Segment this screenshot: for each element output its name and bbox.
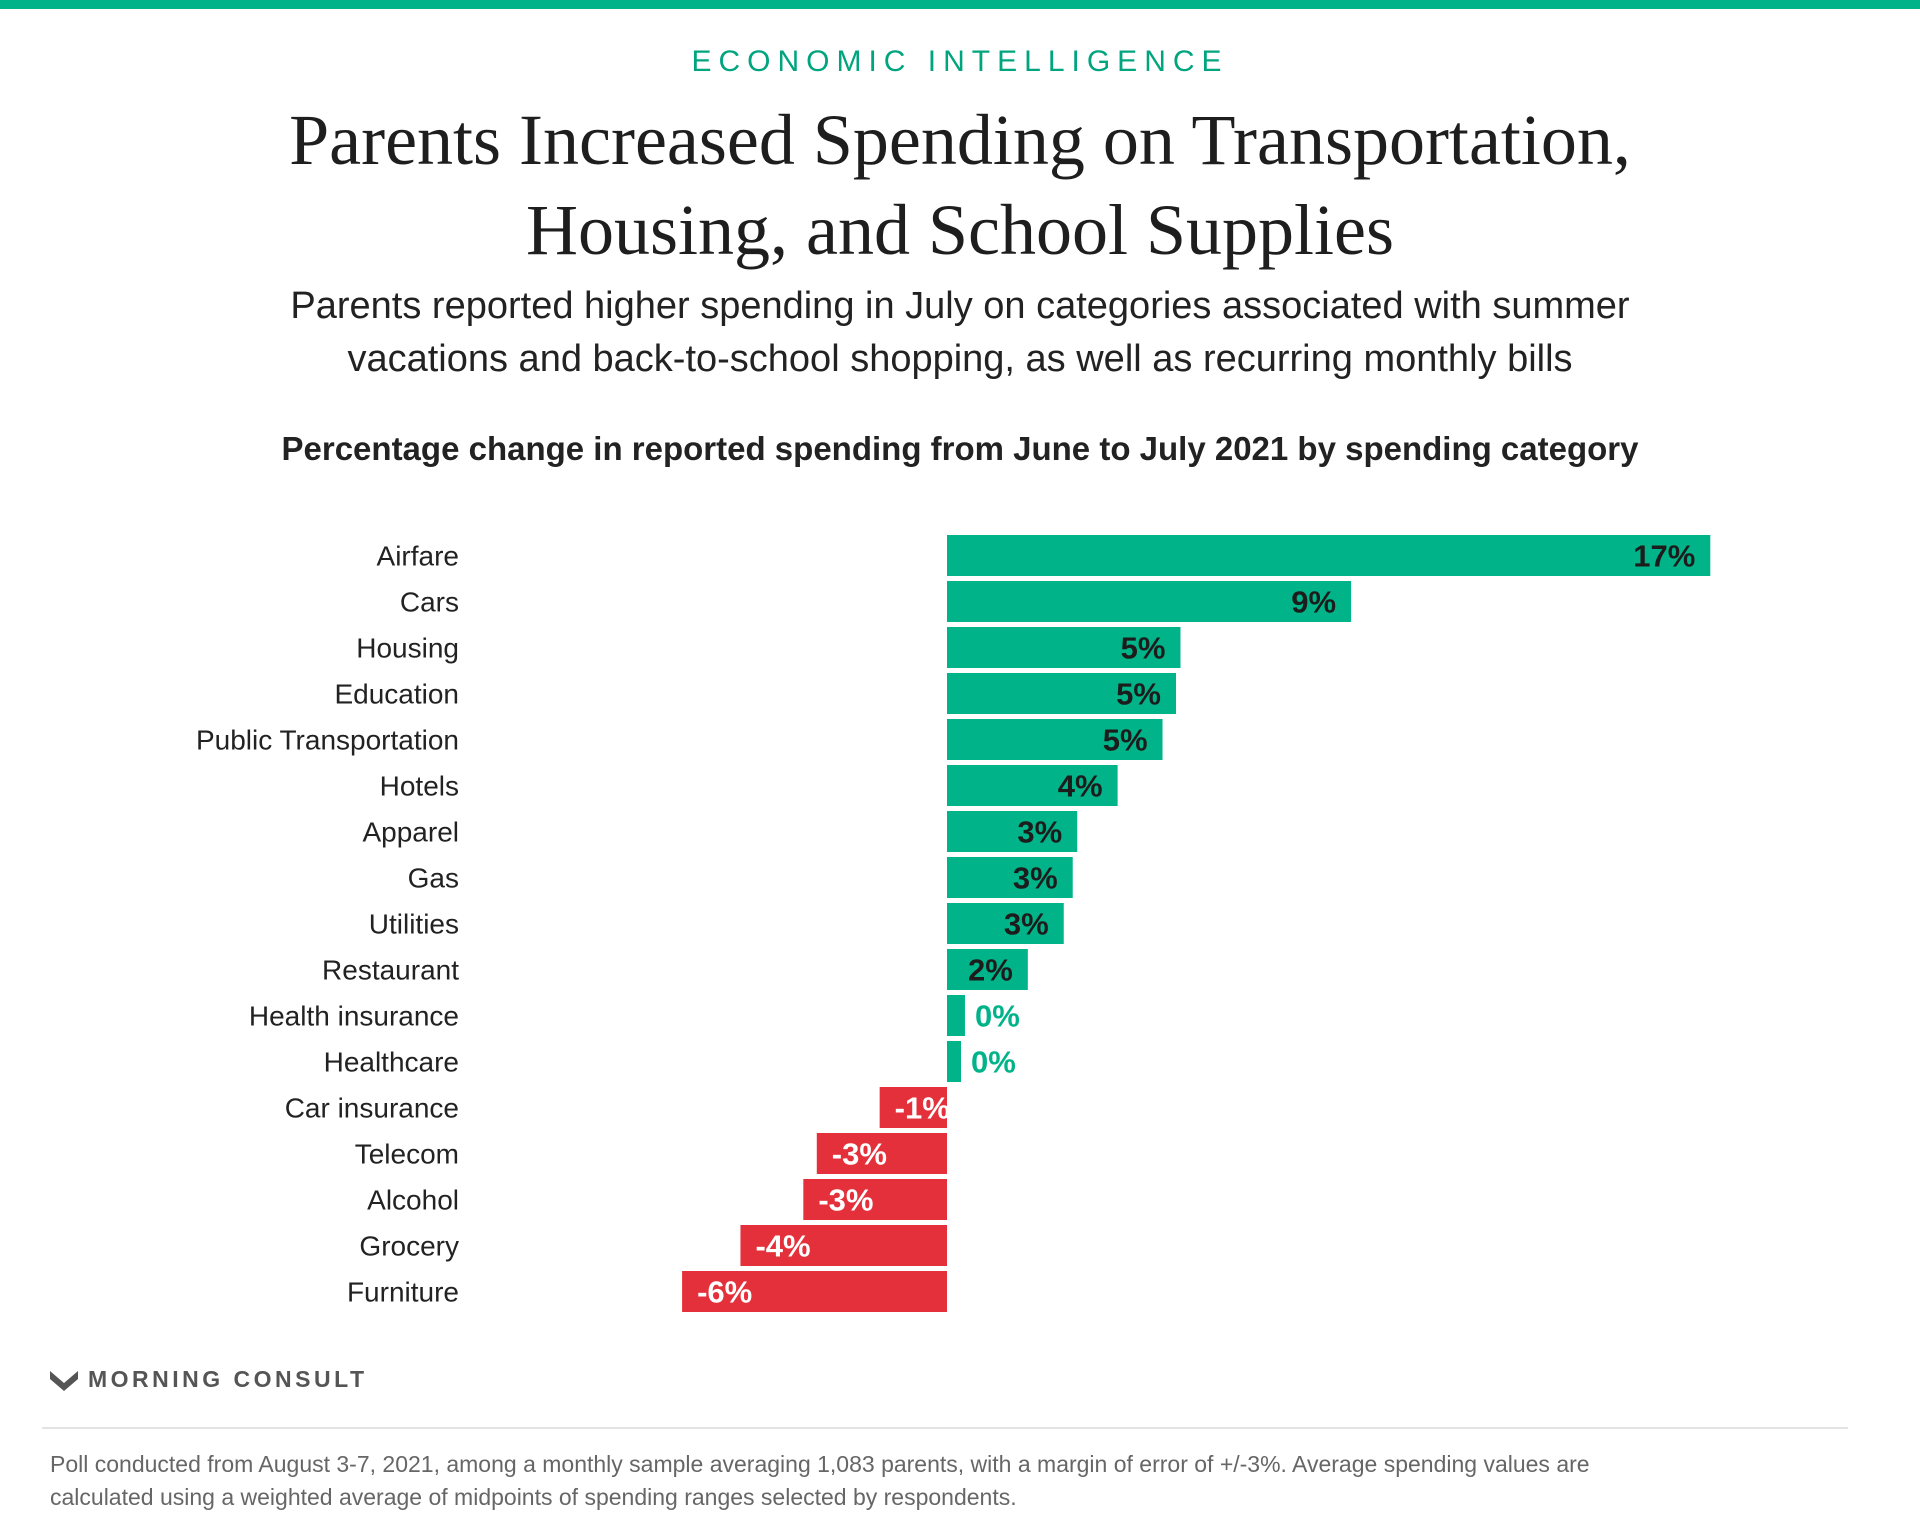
footer-divider bbox=[42, 1427, 1848, 1429]
data-label: -3% bbox=[818, 1183, 873, 1218]
page-subtitle: Parents reported higher spending in July… bbox=[160, 280, 1760, 386]
bar bbox=[947, 995, 965, 1036]
footnote-line-2: calculated using a weighted average of m… bbox=[50, 1484, 1017, 1510]
subtitle-line-2: vacations and back-to-school shopping, a… bbox=[347, 338, 1573, 380]
bar bbox=[947, 673, 1176, 714]
category-label: Gas bbox=[408, 863, 459, 894]
category-label: Education bbox=[334, 679, 459, 710]
brand-name: MORNING CONSULT bbox=[88, 1366, 368, 1392]
footnote: Poll conducted from August 3-7, 2021, am… bbox=[50, 1448, 1870, 1514]
category-label: Alcohol bbox=[367, 1185, 459, 1216]
bar bbox=[947, 719, 1163, 760]
data-label: -1% bbox=[895, 1091, 950, 1126]
subtitle-line-1: Parents reported higher spending in July… bbox=[290, 285, 1630, 327]
bar bbox=[816, 1133, 947, 1174]
footnote-line-1: Poll conducted from August 3-7, 2021, am… bbox=[50, 1451, 1590, 1477]
bar bbox=[947, 811, 1078, 852]
category-label: Apparel bbox=[362, 817, 459, 848]
bar bbox=[947, 765, 1118, 806]
data-label: -4% bbox=[755, 1229, 810, 1264]
data-label: -6% bbox=[697, 1275, 752, 1310]
category-label: Car insurance bbox=[285, 1093, 459, 1124]
bar bbox=[947, 857, 1073, 898]
title-line-2: Housing, and School Supplies bbox=[525, 190, 1394, 270]
data-label: 5% bbox=[1103, 723, 1148, 758]
bar bbox=[947, 581, 1352, 622]
data-label: 3% bbox=[1004, 907, 1049, 942]
section-kicker: ECONOMIC INTELLIGENCE bbox=[691, 45, 1229, 78]
bar bbox=[803, 1179, 947, 1220]
category-label: Health insurance bbox=[249, 1001, 459, 1032]
data-label: 3% bbox=[1013, 861, 1058, 896]
data-label: 17% bbox=[1633, 539, 1695, 574]
data-label: 2% bbox=[968, 953, 1013, 988]
data-label: 5% bbox=[1116, 677, 1161, 712]
category-label: Public Transportation bbox=[196, 725, 459, 756]
data-label: -3% bbox=[832, 1137, 887, 1172]
bar bbox=[740, 1225, 947, 1266]
chart-title: Percentage change in reported spending f… bbox=[281, 430, 1639, 467]
data-label: 4% bbox=[1058, 769, 1103, 804]
data-label: 3% bbox=[1017, 815, 1062, 850]
category-label: Housing bbox=[356, 633, 459, 664]
category-label: Restaurant bbox=[322, 955, 459, 986]
category-label: Grocery bbox=[359, 1231, 459, 1262]
bar bbox=[947, 535, 1711, 576]
data-label: 0% bbox=[975, 999, 1020, 1034]
top-accent-bar bbox=[0, 0, 1920, 9]
bar bbox=[682, 1271, 947, 1312]
category-label: Telecom bbox=[355, 1139, 459, 1170]
category-label: Furniture bbox=[347, 1277, 459, 1308]
category-label: Airfare bbox=[377, 541, 459, 572]
bar bbox=[879, 1087, 947, 1128]
bar bbox=[947, 627, 1181, 668]
category-label: Utilities bbox=[369, 909, 459, 940]
category-label: Healthcare bbox=[324, 1047, 459, 1078]
morning-consult-logo-icon bbox=[50, 1371, 78, 1391]
data-label: 9% bbox=[1291, 585, 1336, 620]
bar bbox=[947, 1041, 961, 1082]
category-label: Cars bbox=[400, 587, 459, 618]
bar bbox=[947, 949, 1028, 990]
bar bbox=[947, 903, 1064, 944]
title-line-1: Parents Increased Spending on Transporta… bbox=[289, 100, 1631, 180]
bar-chart: Airfare 17% Cars 9% Housing 5% Education 5% Publ… bbox=[196, 535, 1711, 1312]
data-label: 5% bbox=[1121, 631, 1166, 666]
page-title: Parents Increased Spending on Transporta… bbox=[60, 95, 1860, 275]
category-label: Hotels bbox=[380, 771, 459, 802]
data-label: 0% bbox=[971, 1045, 1016, 1080]
